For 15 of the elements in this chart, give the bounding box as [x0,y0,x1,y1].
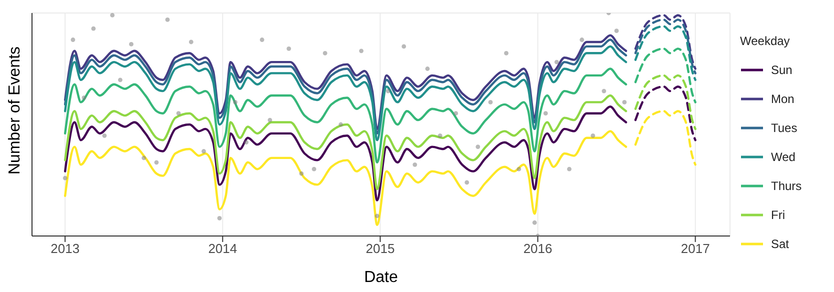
x-tick-label: 2014 [208,241,238,256]
x-tick-label: 2015 [366,241,395,256]
legend-label: Sat [771,237,790,251]
legend-label: Tues [771,121,798,135]
x-axis-title: Date [364,269,398,286]
legend-label: Fri [771,208,785,222]
legend-title: Weekday [740,34,791,48]
x-tick-label: 2013 [50,241,80,256]
legend-label: Wed [771,150,796,164]
x-tick-label: 2017 [680,241,710,256]
legend-label: Sun [771,63,792,77]
x-tick-label: 2016 [523,241,552,256]
legend-label: Mon [771,92,794,106]
y-axis-title: Number of Events [6,46,24,174]
legend-label: Thurs [771,179,802,193]
